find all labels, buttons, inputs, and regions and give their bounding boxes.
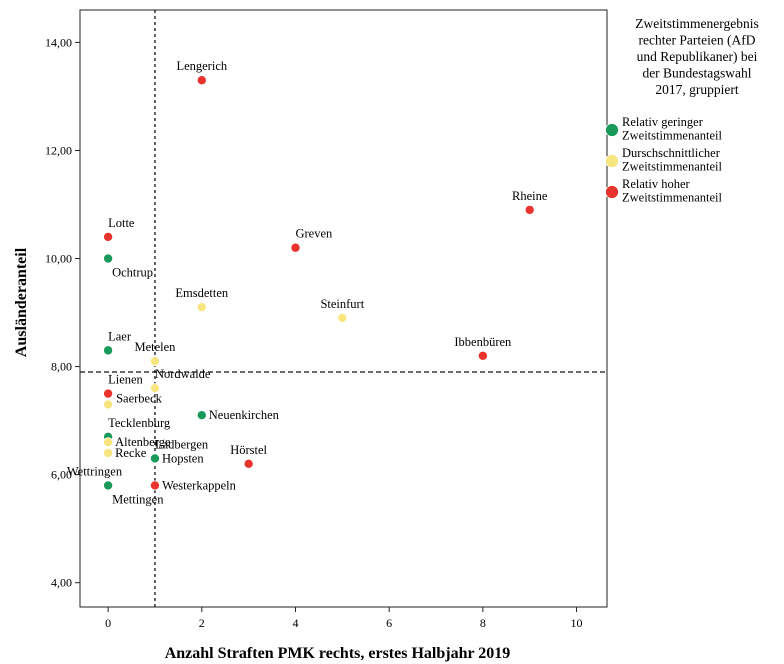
point-label: Steinfurt [320,297,364,311]
data-point [149,383,160,394]
point-label: Hopsten [162,451,204,465]
data-point [103,480,114,491]
point-label: Altenberge [115,435,171,449]
legend-marker-low [605,123,619,137]
y-tick-label: 12,00 [45,143,72,157]
data-point [149,453,160,464]
data-point [196,75,207,86]
point-label: Tecklenburg [108,416,171,430]
data-point [103,388,114,399]
x-tick-label: 4 [292,616,298,630]
point-label: Rheine [512,189,548,203]
data-point [337,312,348,323]
point-label: Nordwalde [155,367,211,381]
data-point [149,356,160,367]
point-label: Laer [108,329,132,343]
y-tick-label: 6,00 [51,468,72,482]
point-label: Recke [115,446,147,460]
data-point [243,458,254,469]
x-tick-label: 10 [571,616,583,630]
y-tick-label: 8,00 [51,360,72,374]
point-label: Saerbeck [116,391,163,405]
data-point [196,302,207,313]
point-label: Emsdetten [175,286,229,300]
plot-area-frame [79,9,608,608]
data-point [477,350,488,361]
legend-marker-mid [605,154,619,168]
point-label: Hörstel [230,443,267,457]
data-point [103,399,114,410]
point-label: Lienen [108,373,143,387]
x-tick-label: 0 [105,616,111,630]
data-point [149,480,160,491]
data-point [103,437,114,448]
point-label: Greven [295,227,333,241]
point-label: Ladbergen [155,437,209,451]
data-point [103,253,114,264]
data-point [524,204,535,215]
y-tick-label: 4,00 [51,576,72,590]
point-label: Ochtrup [112,266,153,280]
point-label: Metelen [134,340,176,354]
legend-entry-low: Relativ geringer Zweitstimmenanteil [622,115,723,143]
data-point [103,231,114,242]
legend-title: Zweitstimmenergebnis rechter Parteien (Af… [635,16,758,97]
point-label: Westerkappeln [162,478,237,492]
point-label: Lengerich [176,59,227,73]
data-point [196,410,207,421]
point-label: Lotte [108,216,135,230]
data-point [103,448,114,459]
x-tick-label: 6 [386,616,392,630]
y-axis-title: Ausländeranteil [13,247,30,357]
x-tick-label: 8 [480,616,486,630]
data-point [103,345,114,356]
legend-marker-high [605,185,619,199]
point-label: Wettringen [67,464,123,478]
y-tick-label: 10,00 [45,252,72,266]
y-tick-label: 14,00 [45,35,72,49]
x-axis-title: Anzahl Straften PMK rechts, erstes Halbj… [165,645,511,662]
point-label: Mettingen [112,492,164,506]
legend-entry-high: Relativ hoher Zweitstimmenanteil [622,177,723,205]
data-point [290,242,301,253]
point-label: Neuenkirchen [209,408,280,422]
legend-entry-mid: Durschschnittlicher Zweitstimmenanteil [622,146,723,174]
x-tick-label: 2 [199,616,205,630]
point-label: Ibbenbüren [454,335,512,349]
